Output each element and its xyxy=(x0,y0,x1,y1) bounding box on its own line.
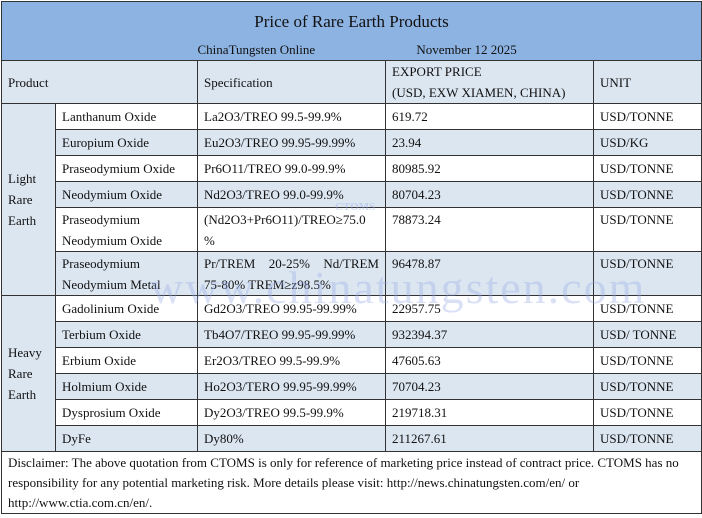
product-cell: Praseodymium Neodymium Oxide xyxy=(55,207,198,252)
header-price-line1: EXPORT PRICE xyxy=(392,64,482,79)
category-label: Heavy xyxy=(8,345,42,360)
table-title: Price of Rare Earth Products xyxy=(254,12,449,31)
price-cell: 78873.24 xyxy=(385,207,594,252)
date-label: November 12 2025 xyxy=(416,42,517,57)
spec-cell: Er2O3/TREO 99.5-99.9% xyxy=(197,347,386,374)
table-row: Europium Oxide Eu2O3/TREO 99.95-99.99% 23.… xyxy=(2,129,702,156)
product-cell: Erbium Oxide xyxy=(55,347,198,374)
unit-cell: USD/ TONNE xyxy=(592,321,702,348)
spec-cell: Dy2O3/TREO 99.5-99.9% xyxy=(197,399,386,426)
table-row: Praseodymium Neodymium Metal Pr/TREM 20-2… xyxy=(2,251,702,296)
table-row: Dysprosium Oxide Dy2O3/TREO 99.5-99.9% 219… xyxy=(2,399,702,426)
price-cell: 22957.75 xyxy=(385,295,594,322)
product-cell: Holmium Oxide xyxy=(55,373,198,400)
price-cell: 932394.37 xyxy=(385,321,594,348)
spec-cell: Gd2O3/TREO 99.95-99.99% xyxy=(197,295,386,322)
table-row: Praseodymium Neodymium Oxide (Nd2O3+Pr6O1… xyxy=(2,207,702,252)
spec-cell: La2O3/TREO 99.5-99.9% xyxy=(197,103,386,130)
category-cell: Light Rare Earth xyxy=(1,103,56,296)
header-product: Product xyxy=(1,60,198,104)
table-row: Praseodymium Oxide Pr6O11/TREO 99.0-99.9%… xyxy=(2,155,702,182)
unit-cell: USD/TONNE xyxy=(592,103,702,130)
spec-cell: Tb4O7/TREO 99.95-99.99% xyxy=(197,321,386,348)
category-label: Earth xyxy=(8,213,37,228)
spec-cell: Ho2O3/TERO 99.95-99.99% xyxy=(197,373,386,400)
product-cell: Neodymium Oxide xyxy=(55,181,198,208)
product-cell: Gadolinium Oxide xyxy=(55,295,198,322)
header-specification: Specification xyxy=(197,60,386,104)
table-row: Holmium Oxide Ho2O3/TERO 99.95-99.99% 7070… xyxy=(2,373,702,400)
product-cell: Dysprosium Oxide xyxy=(55,399,198,426)
price-cell: 47605.63 xyxy=(385,347,594,374)
price-cell: 80704.23 xyxy=(385,181,594,208)
category-cell: Heavy Rare Earth xyxy=(1,295,56,452)
product-cell: Praseodymium Oxide xyxy=(55,155,198,182)
price-cell: 619.72 xyxy=(385,103,594,130)
table-row: Terbium Oxide Tb4O7/TREO 99.95-99.99% 9323… xyxy=(2,321,702,348)
category-label: Earth xyxy=(8,387,37,402)
table-row: Neodymium Oxide Nd2O3/TREO 99.0-99.9% 8070… xyxy=(2,181,702,208)
header-unit: UNIT xyxy=(592,60,702,104)
unit-cell: USD/TONNE xyxy=(592,181,702,208)
price-cell: 96478.87 xyxy=(385,251,594,296)
product-cell: Europium Oxide xyxy=(55,129,198,156)
product-cell: Praseodymium Neodymium Metal xyxy=(55,251,198,296)
price-cell: 70704.23 xyxy=(385,373,594,400)
table-row: Heavy Rare Earth Gadolinium Oxide Gd2O3/TREO… xyxy=(1,295,702,452)
unit-cell: USD/TONNE xyxy=(592,295,702,322)
table-row: Erbium Oxide Er2O3/TREO 99.5-99.9% 47605.6… xyxy=(2,347,702,374)
product-cell: Terbium Oxide xyxy=(55,321,198,348)
table-row: Light Rare Earth Lanthanum Oxide La2O3/TREO … xyxy=(1,103,702,296)
product-cell: Lanthanum Oxide xyxy=(55,103,198,130)
spec-cell: Pr6O11/TREO 99.0-99.9% xyxy=(197,155,386,182)
category-label: Light xyxy=(8,171,37,186)
unit-cell: USD/TONNE xyxy=(592,399,702,426)
spec-cell: Dy80% xyxy=(197,425,386,452)
disclaimer: Disclaimer: The above quotation from CTO… xyxy=(0,451,702,514)
product-cell: DyFe xyxy=(55,425,198,452)
header-price-line2: (USD, EXW XIAMEN, CHINA) xyxy=(392,85,566,100)
unit-cell: USD/TONNE xyxy=(592,155,702,182)
category-label: Rare xyxy=(8,192,33,207)
title-cell: Price of Rare Earth Products ChinaTungst… xyxy=(0,1,702,61)
table-row: DyFe Dy80% 211267.61 USD/TONNE xyxy=(2,425,702,452)
spec-cell: (Nd2O3+Pr6O11)/TREO≥75.0 % xyxy=(197,207,386,252)
spec-cell: Eu2O3/TREO 99.95-99.99% xyxy=(197,129,386,156)
price-cell: 219718.31 xyxy=(385,399,594,426)
header-row: Product Specification EXPORT PRICE (USD, … xyxy=(1,60,702,104)
unit-cell: USD/TONNE xyxy=(592,373,702,400)
category-label: Rare xyxy=(8,366,33,381)
unit-cell: USD/TONNE xyxy=(592,347,702,374)
unit-cell: USD/TONNE xyxy=(592,425,702,452)
unit-cell: USD/TONNE xyxy=(592,251,702,296)
unit-cell: USD/TONNE xyxy=(592,207,702,252)
header-price: EXPORT PRICE (USD, EXW XIAMEN, CHINA) xyxy=(385,60,594,104)
spec-cell: Pr/TREM 20-25% Nd/TREM 75-80% TREM≥z98.5… xyxy=(197,251,386,296)
spec-cell: Nd2O3/TREO 99.0-99.9% xyxy=(197,181,386,208)
price-cell: 23.94 xyxy=(385,129,594,156)
unit-cell: USD/KG xyxy=(592,129,702,156)
price-cell: 80985.92 xyxy=(385,155,594,182)
price-cell: 211267.61 xyxy=(385,425,594,452)
source-label: ChinaTungsten Online xyxy=(197,42,316,57)
